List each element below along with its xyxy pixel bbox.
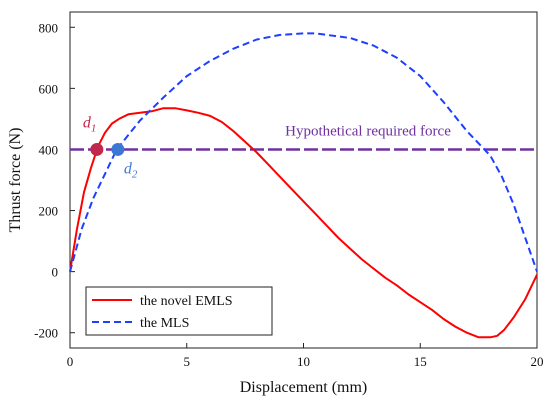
y-tick-label: 600 — [39, 81, 59, 96]
legend-label-0: the novel EMLS — [140, 294, 233, 309]
y-tick-label: 800 — [39, 20, 59, 35]
x-tick-label: 0 — [67, 354, 74, 369]
legend-box — [85, 286, 273, 336]
y-axis-label: Thrust force (N) — [7, 128, 24, 233]
annotation-group: Hypothetical required force d1 d2 — [83, 114, 451, 180]
legend: the novel EMLS the MLS — [85, 286, 273, 336]
legend-label-1: the MLS — [140, 316, 189, 331]
marker-label-1: d1 — [83, 114, 97, 134]
x-tick-label: 10 — [297, 354, 310, 369]
marker-label-2: d2 — [124, 160, 138, 180]
x-tick-label: 15 — [414, 354, 427, 369]
x-tick-label: 5 — [184, 354, 191, 369]
axes-group: 0 5 10 15 20 -200 0 200 400 600 800 — [34, 11, 544, 369]
series-line-0 — [69, 107, 538, 339]
series-line-1 — [69, 32, 538, 272]
y-tick-label: 200 — [39, 204, 59, 219]
marker-point-2 — [111, 142, 125, 156]
y-tick-label: -200 — [34, 326, 58, 341]
x-axis-label: Displacement (mm) — [240, 379, 368, 396]
x-tick-label: 20 — [531, 354, 544, 369]
marker-point-1 — [90, 142, 104, 156]
y-tick-label: 400 — [39, 142, 59, 157]
reference-line-label: Hypothetical required force — [285, 123, 451, 139]
y-tick-label: 0 — [52, 265, 59, 280]
